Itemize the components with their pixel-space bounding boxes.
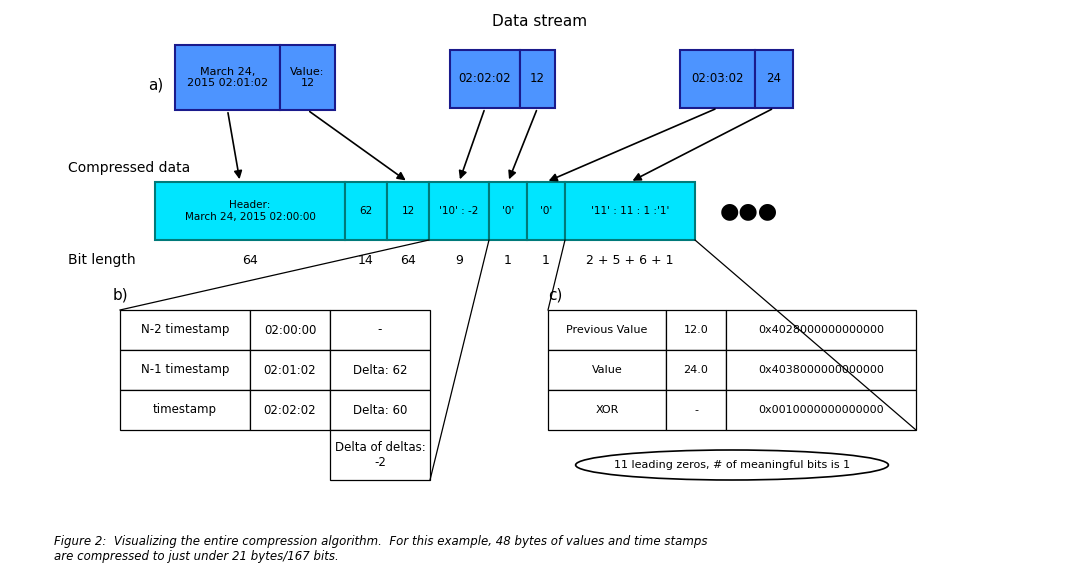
Bar (548, 390, 666, 430)
Bar (156, 182, 345, 240)
Text: Delta: 60: Delta: 60 (353, 404, 407, 417)
Text: timestamp: timestamp (153, 404, 217, 417)
Bar (249, 350, 330, 390)
Bar (249, 310, 330, 350)
Text: 14: 14 (359, 254, 374, 266)
Text: Value: Value (592, 365, 622, 375)
Text: '0': '0' (502, 206, 514, 216)
Bar (565, 182, 696, 240)
Text: Figure 2:  Visualizing the entire compression algorithm.  For this example, 48 b: Figure 2: Visualizing the entire compres… (54, 535, 707, 563)
Text: 0x4028000000000000: 0x4028000000000000 (758, 325, 885, 335)
Text: XOR: XOR (595, 405, 619, 415)
Bar (120, 310, 249, 350)
Text: 11 leading zeros, # of meaningful bits is 1: 11 leading zeros, # of meaningful bits i… (613, 460, 850, 470)
Bar (726, 350, 916, 390)
Bar (387, 182, 429, 240)
Text: 02:00:00: 02:00:00 (264, 324, 316, 336)
Bar (280, 45, 335, 110)
Text: 02:02:02: 02:02:02 (459, 72, 511, 86)
Bar (519, 50, 555, 108)
Bar (120, 350, 249, 390)
Ellipse shape (576, 450, 889, 480)
Bar (330, 390, 430, 430)
Text: Delta: 62: Delta: 62 (353, 363, 407, 377)
Bar (680, 50, 755, 108)
Bar (450, 50, 519, 108)
Text: 62: 62 (360, 206, 373, 216)
Text: 24: 24 (767, 72, 782, 86)
Text: -: - (694, 405, 698, 415)
Text: b): b) (113, 288, 129, 302)
Text: 12: 12 (530, 72, 545, 86)
Bar (249, 390, 330, 430)
Text: Header:
March 24, 2015 02:00:00: Header: March 24, 2015 02:00:00 (185, 200, 315, 222)
Text: '10' : -2: '10' : -2 (440, 206, 478, 216)
Text: Value:
12: Value: 12 (291, 67, 325, 88)
Text: '0': '0' (540, 206, 552, 216)
Bar (345, 182, 387, 240)
Bar (666, 350, 726, 390)
Text: Compressed data: Compressed data (68, 161, 190, 175)
Bar (527, 182, 565, 240)
Bar (330, 350, 430, 390)
Text: 64: 64 (400, 254, 416, 266)
Bar (726, 310, 916, 350)
Text: N-2 timestamp: N-2 timestamp (140, 324, 229, 336)
Text: ●●●: ●●● (720, 201, 778, 221)
Bar (726, 390, 916, 430)
Text: March 24,
2015 02:01:02: March 24, 2015 02:01:02 (187, 67, 268, 88)
Text: 24.0: 24.0 (684, 365, 708, 375)
Text: 02:03:02: 02:03:02 (691, 72, 744, 86)
Bar (330, 310, 430, 350)
Text: Delta of deltas:
-2: Delta of deltas: -2 (335, 441, 426, 469)
Text: c): c) (548, 288, 563, 302)
Text: 0x4038000000000000: 0x4038000000000000 (758, 365, 883, 375)
Text: Previous Value: Previous Value (566, 325, 648, 335)
Bar (175, 45, 280, 110)
Text: Data stream: Data stream (492, 14, 588, 29)
Text: 12.0: 12.0 (684, 325, 708, 335)
Text: a): a) (148, 77, 163, 92)
Bar (330, 430, 430, 480)
Bar (429, 182, 489, 240)
Text: 2 + 5 + 6 + 1: 2 + 5 + 6 + 1 (586, 254, 674, 266)
Text: Bit length: Bit length (68, 253, 136, 267)
Bar (120, 390, 249, 430)
Text: 02:02:02: 02:02:02 (264, 404, 316, 417)
Bar (666, 310, 726, 350)
Text: 64: 64 (242, 254, 258, 266)
Text: 12: 12 (402, 206, 415, 216)
Bar (666, 390, 726, 430)
Bar (489, 182, 527, 240)
Text: 9: 9 (455, 254, 463, 266)
Text: N-1 timestamp: N-1 timestamp (140, 363, 229, 377)
Text: -: - (378, 324, 382, 336)
Bar (548, 350, 666, 390)
Text: 0x0010000000000000: 0x0010000000000000 (758, 405, 883, 415)
Text: '11' : 11 : 1 :'1': '11' : 11 : 1 :'1' (591, 206, 670, 216)
Bar (548, 310, 666, 350)
Text: 1: 1 (542, 254, 550, 266)
Bar (755, 50, 793, 108)
Text: 02:01:02: 02:01:02 (264, 363, 316, 377)
Text: 1: 1 (504, 254, 512, 266)
